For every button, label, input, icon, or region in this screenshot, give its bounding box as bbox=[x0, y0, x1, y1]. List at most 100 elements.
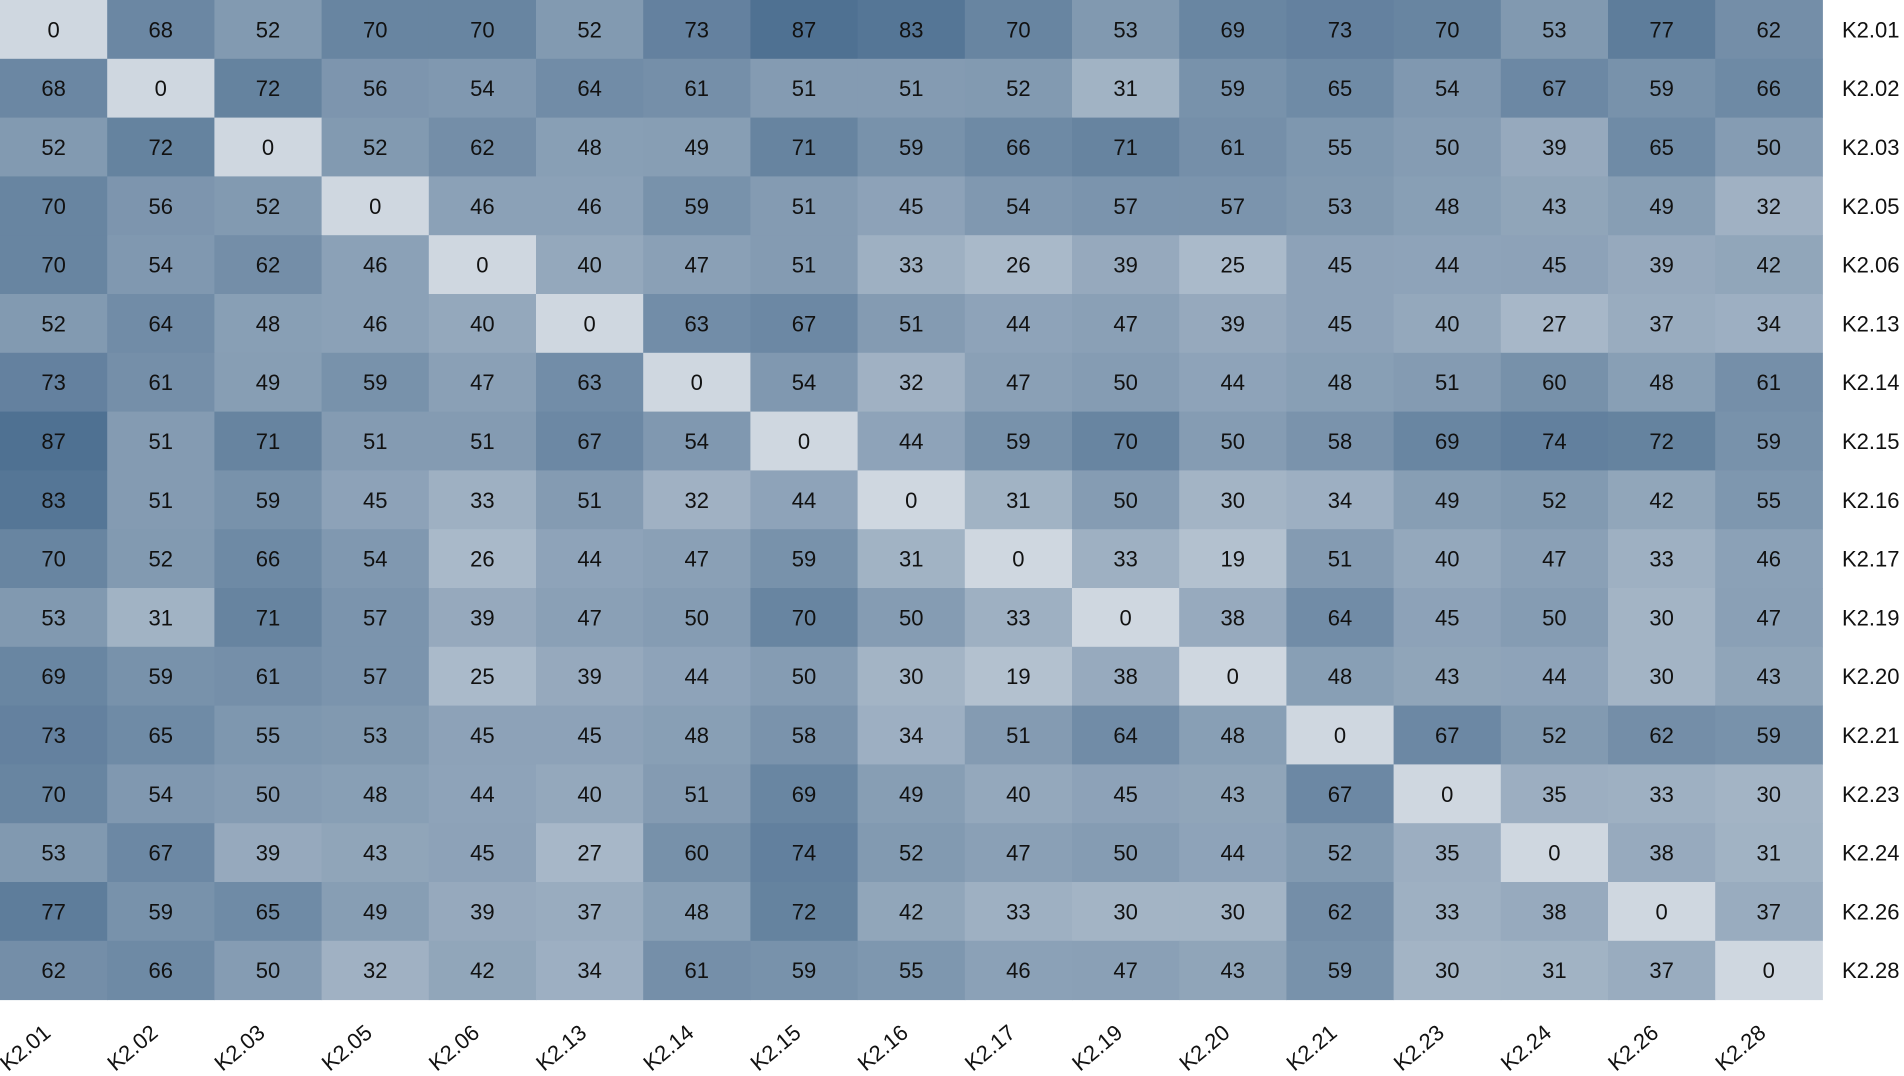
cell-value-label: 34 bbox=[899, 723, 923, 748]
heatmap-cell-K2.03-K2.06 bbox=[428, 117, 537, 177]
heatmap-cell-K2.15-K2.19 bbox=[1072, 411, 1180, 471]
heatmap-cell-K2.05-K2.23 bbox=[1393, 176, 1502, 236]
cell-value-label: 54 bbox=[149, 253, 173, 278]
heatmap-cell-K2.23-K2.05 bbox=[321, 764, 430, 824]
heatmap-cell-K2.20-K2.23 bbox=[1393, 646, 1502, 707]
heatmap-cell-K2.26-K2.17 bbox=[964, 882, 1073, 942]
heatmap-cell-K2.02-K2.24 bbox=[1500, 58, 1609, 119]
heatmap-cell-K2.03-K2.17 bbox=[964, 117, 1073, 177]
cell-value-label: 50 bbox=[685, 605, 709, 630]
cell-value-label: 0 bbox=[1548, 841, 1560, 866]
cell-value-label: 0 bbox=[155, 76, 167, 101]
heatmap-cell-K2.28-K2.02 bbox=[107, 940, 215, 1001]
cell-value-label: 59 bbox=[363, 370, 387, 395]
heatmap-cell-K2.28-K2.19 bbox=[1072, 940, 1180, 1001]
heatmap-cell-K2.03-K2.20 bbox=[1179, 117, 1287, 177]
heatmap-cell-K2.19-K2.23 bbox=[1393, 588, 1502, 648]
heatmap-cell-K2.26-K2.28 bbox=[1715, 882, 1823, 942]
cell-value-label: 74 bbox=[1542, 429, 1566, 454]
heatmap-cell-K2.05-K2.13 bbox=[536, 176, 644, 236]
cell-value-label: 59 bbox=[685, 194, 709, 219]
heatmap-cell-K2.20-K2.28 bbox=[1715, 646, 1823, 707]
heatmap-cell-K2.17-K2.21 bbox=[1286, 529, 1395, 589]
cell-value-label: 52 bbox=[41, 135, 65, 160]
heatmap-cell-K2.20-K2.01 bbox=[0, 646, 108, 707]
heatmap-cell-K2.23-K2.23 bbox=[1393, 764, 1502, 824]
cell-value-label: 59 bbox=[1328, 958, 1352, 983]
cell-value-label: 77 bbox=[41, 899, 65, 924]
heatmap-cell-K2.23-K2.06 bbox=[428, 764, 537, 824]
heatmap-cell-K2.13-K2.28 bbox=[1715, 294, 1823, 354]
cell-value-label: 59 bbox=[1757, 429, 1781, 454]
heatmap-cell-K2.06-K2.03 bbox=[214, 235, 323, 295]
heatmap-cell-K2.26-K2.24 bbox=[1500, 882, 1609, 942]
cell-value-label: 54 bbox=[149, 782, 173, 807]
heatmap-cell-K2.03-K2.23 bbox=[1393, 117, 1502, 177]
cell-value-label: 65 bbox=[256, 899, 280, 924]
cell-value-label: 68 bbox=[149, 17, 173, 42]
heatmap-cell-K2.13-K2.05 bbox=[321, 294, 430, 354]
heatmap-cell-K2.17-K2.23 bbox=[1393, 529, 1502, 589]
cell-value-label: 48 bbox=[256, 311, 280, 336]
heatmap-cell-K2.13-K2.20 bbox=[1179, 294, 1287, 354]
cell-value-label: 39 bbox=[1542, 135, 1566, 160]
heatmap-cell-K2.21-K2.28 bbox=[1715, 705, 1823, 765]
heatmap-cell-K2.28-K2.23 bbox=[1393, 940, 1502, 1001]
column-label-K2.21: K2.21 bbox=[1282, 1020, 1342, 1071]
heatmap-cell-K2.24-K2.06 bbox=[428, 823, 537, 883]
cell-value-label: 70 bbox=[41, 194, 65, 219]
cell-value-label: 31 bbox=[1006, 488, 1030, 513]
cell-value-label: 27 bbox=[577, 841, 601, 866]
row-label-K2.16: K2.16 bbox=[1842, 488, 1900, 513]
cell-value-label: 31 bbox=[1757, 841, 1781, 866]
heatmap-cell-K2.26-K2.13 bbox=[536, 882, 644, 942]
heatmap-cell-K2.20-K2.21 bbox=[1286, 646, 1395, 707]
cell-value-label: 48 bbox=[1221, 723, 1245, 748]
cell-value-label: 0 bbox=[1334, 723, 1346, 748]
cell-value-label: 30 bbox=[1221, 488, 1245, 513]
cell-value-label: 53 bbox=[1542, 17, 1566, 42]
cell-value-label: 52 bbox=[1006, 76, 1030, 101]
cell-value-label: 25 bbox=[470, 664, 494, 689]
heatmap-cell-K2.14-K2.14 bbox=[643, 352, 751, 413]
cell-value-label: 44 bbox=[1435, 253, 1459, 278]
heatmap-cell-K2.01-K2.26 bbox=[1608, 0, 1716, 60]
heatmap-cell-K2.02-K2.15 bbox=[750, 58, 859, 119]
heatmap-cell-K2.01-K2.05 bbox=[321, 0, 430, 60]
heatmap-cell-K2.16-K2.05 bbox=[321, 470, 430, 530]
cell-value-label: 56 bbox=[149, 194, 173, 219]
heatmap-cell-K2.06-K2.06 bbox=[428, 235, 537, 295]
row-label-K2.05: K2.05 bbox=[1842, 194, 1900, 219]
heatmap-cell-K2.01-K2.23 bbox=[1393, 0, 1502, 60]
cell-value-label: 61 bbox=[685, 76, 709, 101]
cell-value-label: 38 bbox=[1649, 841, 1673, 866]
cell-value-label: 46 bbox=[363, 311, 387, 336]
heatmap-cell-K2.24-K2.05 bbox=[321, 823, 430, 883]
heatmap-cell-K2.28-K2.15 bbox=[750, 940, 859, 1001]
heatmap-cell-K2.23-K2.21 bbox=[1286, 764, 1395, 824]
heatmap-cell-K2.03-K2.26 bbox=[1608, 117, 1716, 177]
heatmap-cell-K2.28-K2.28 bbox=[1715, 940, 1823, 1001]
heatmap-cell-K2.14-K2.13 bbox=[536, 352, 644, 413]
column-label-K2.19: K2.19 bbox=[1067, 1020, 1127, 1071]
cell-value-label: 45 bbox=[1435, 605, 1459, 630]
cell-value-label: 70 bbox=[1006, 17, 1030, 42]
cell-value-label: 30 bbox=[1649, 664, 1673, 689]
cell-value-label: 25 bbox=[1221, 253, 1245, 278]
heatmap-cell-K2.06-K2.20 bbox=[1179, 235, 1287, 295]
heatmap-cell-K2.21-K2.16 bbox=[857, 705, 966, 765]
heatmap-cell-K2.02-K2.17 bbox=[964, 58, 1073, 119]
cell-value-label: 49 bbox=[685, 135, 709, 160]
cell-value-label: 52 bbox=[899, 841, 923, 866]
heatmap-cell-K2.21-K2.05 bbox=[321, 705, 430, 765]
cell-value-label: 50 bbox=[1435, 135, 1459, 160]
heatmap-cell-K2.15-K2.15 bbox=[750, 411, 859, 471]
heatmap-cell-K2.06-K2.05 bbox=[321, 235, 430, 295]
heatmap-cell-K2.21-K2.13 bbox=[536, 705, 644, 765]
column-label-K2.05: K2.05 bbox=[317, 1020, 377, 1071]
heatmap-cell-K2.28-K2.13 bbox=[536, 940, 644, 1001]
heatmap-cell-K2.16-K2.06 bbox=[428, 470, 537, 530]
cell-value-label: 59 bbox=[149, 664, 173, 689]
cell-value-label: 62 bbox=[1649, 723, 1673, 748]
cell-value-label: 61 bbox=[256, 664, 280, 689]
